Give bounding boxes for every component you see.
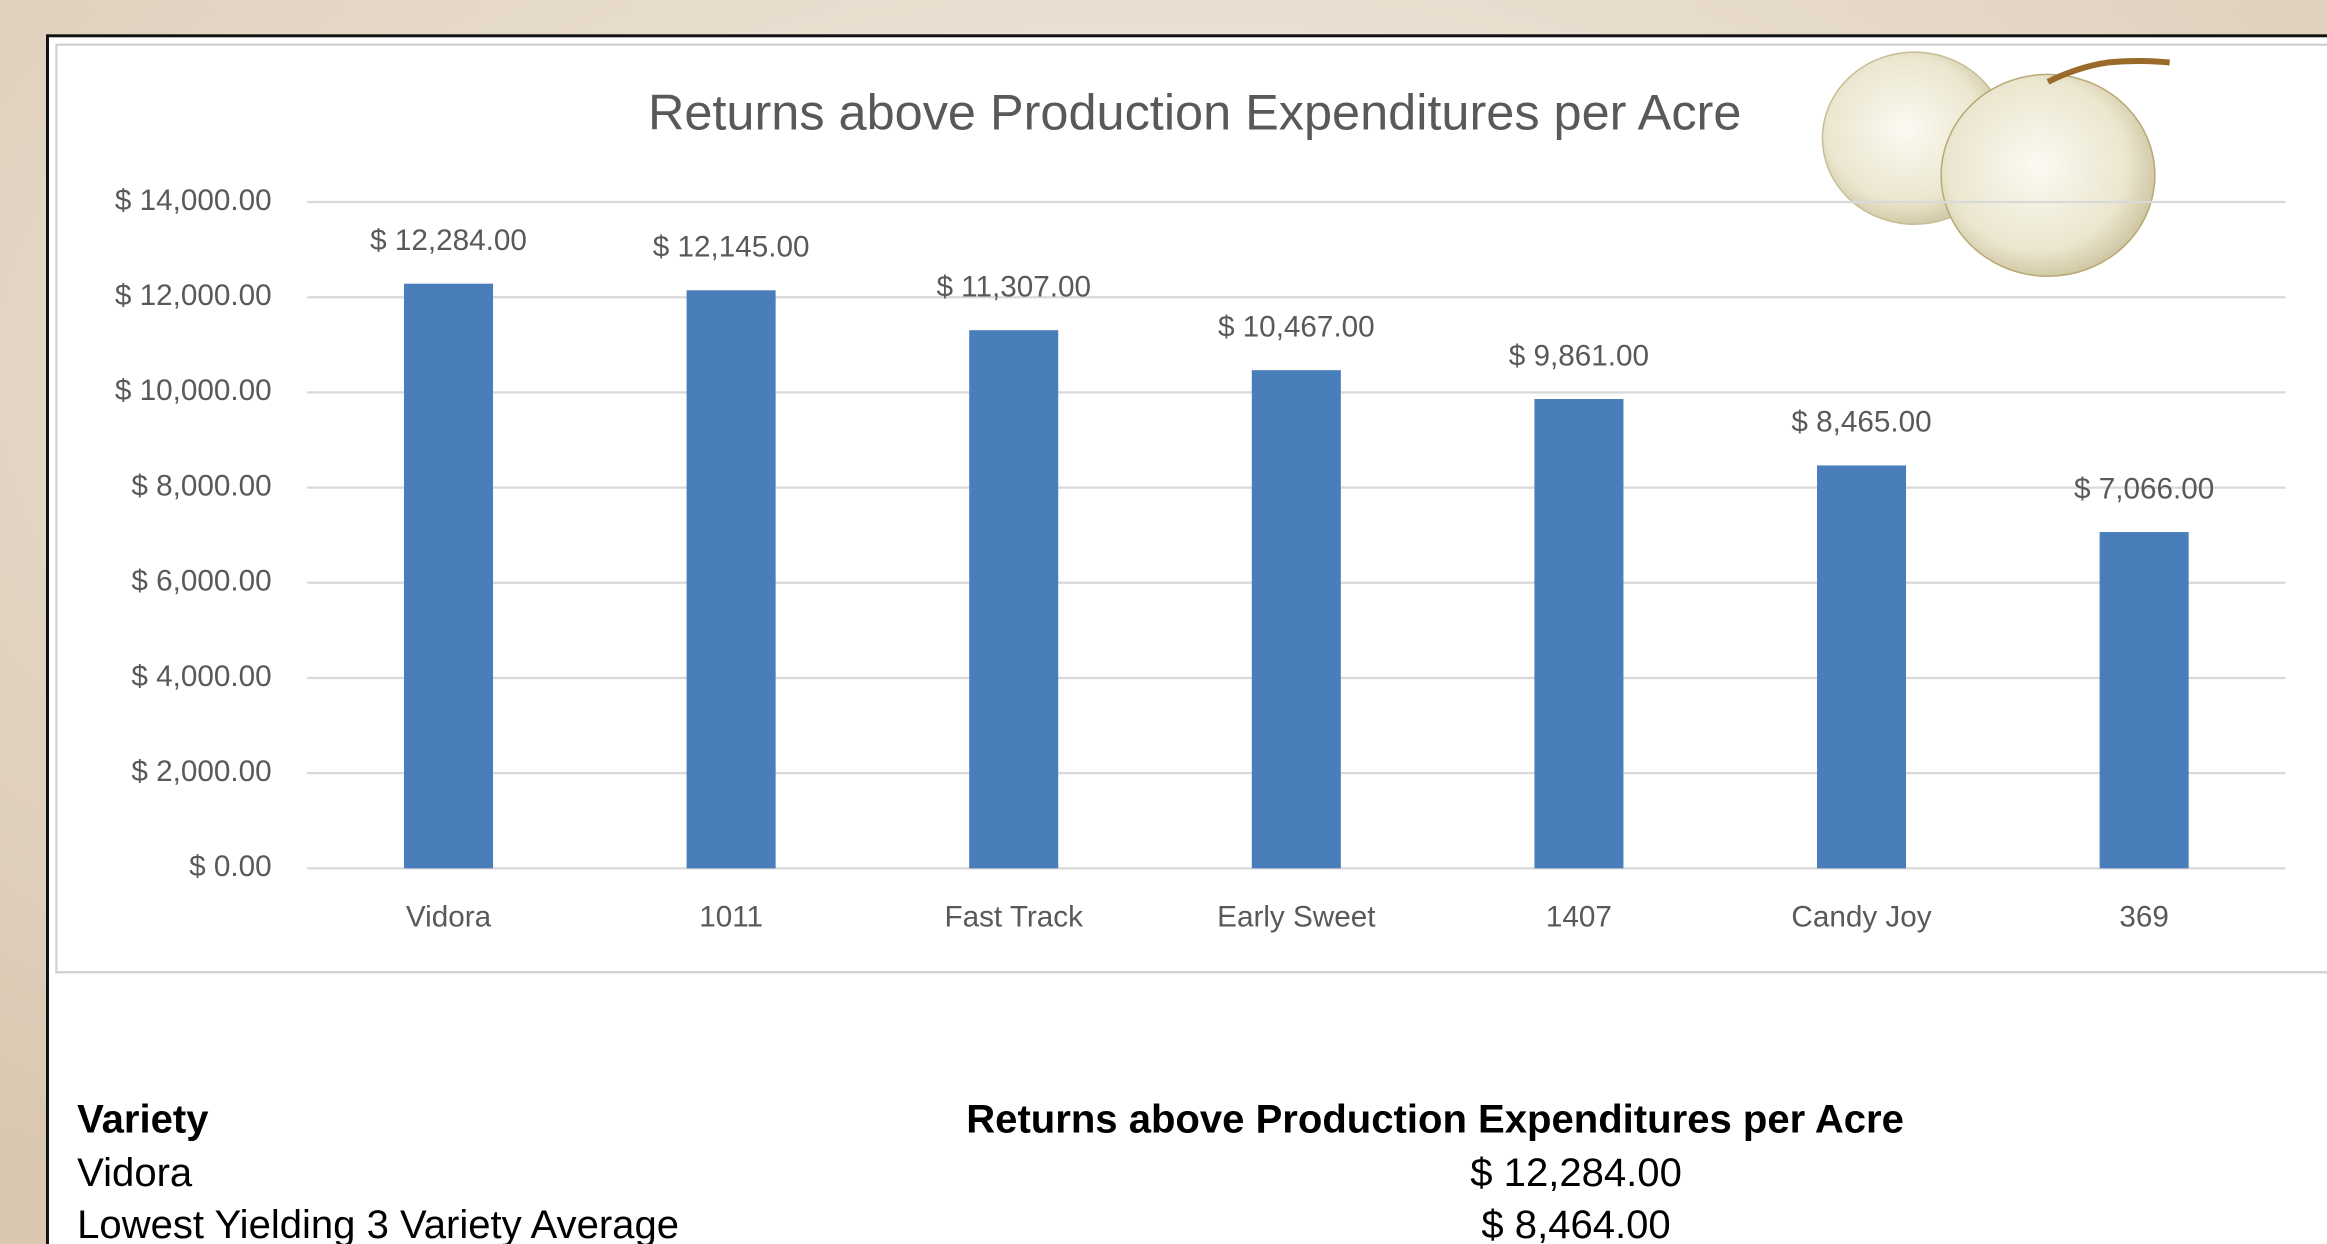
bar bbox=[969, 330, 1058, 868]
data-label: $ 7,066.00 bbox=[2074, 472, 2214, 505]
data-label: $ 8,465.00 bbox=[1791, 406, 1931, 439]
bar bbox=[404, 284, 493, 869]
bar bbox=[687, 290, 776, 868]
y-tick-label: $ 6,000.00 bbox=[131, 565, 271, 598]
data-label: $ 12,145.00 bbox=[653, 231, 810, 264]
bar bbox=[1252, 370, 1341, 868]
y-tick-label: $ 0.00 bbox=[189, 850, 272, 883]
chart-title: Returns above Production Expenditures pe… bbox=[648, 83, 1741, 140]
x-tick-label: 1407 bbox=[1546, 901, 1612, 934]
data-label: $ 12,284.00 bbox=[370, 224, 527, 257]
x-tick-label: 369 bbox=[2119, 901, 2169, 934]
y-tick-label: $ 12,000.00 bbox=[115, 279, 272, 312]
y-tick-label: $ 10,000.00 bbox=[115, 374, 272, 407]
bar bbox=[1817, 465, 1906, 868]
data-label: $ 9,861.00 bbox=[1509, 339, 1649, 372]
table-cell: Lowest Yielding 3 Variety Average bbox=[77, 1203, 679, 1244]
x-tick-label: Early Sweet bbox=[1217, 901, 1376, 934]
x-tick-label: 1011 bbox=[699, 901, 763, 934]
y-tick-label: $ 8,000.00 bbox=[131, 469, 271, 502]
screenshot: Returns above Production Expenditures pe… bbox=[0, 0, 2327, 1244]
table-cell: $ 8,464.00 bbox=[1481, 1203, 1670, 1244]
x-tick-label: Fast Track bbox=[944, 901, 1083, 934]
x-tick-label: Vidora bbox=[406, 901, 492, 934]
y-tick-label: $ 2,000.00 bbox=[131, 755, 271, 788]
table-cell: $ 12,284.00 bbox=[1470, 1151, 1682, 1195]
page: {"chart_data": {"type": "bar", "title": … bbox=[0, 0, 2327, 1244]
onion-half bbox=[1941, 74, 2155, 276]
table-header: Variety bbox=[77, 1098, 209, 1142]
bar bbox=[1534, 399, 1623, 868]
y-tick-label: $ 4,000.00 bbox=[131, 660, 271, 693]
y-tick-label: $ 14,000.00 bbox=[115, 184, 272, 217]
data-label: $ 11,307.00 bbox=[936, 270, 1091, 303]
data-label: $ 10,467.00 bbox=[1218, 310, 1375, 343]
bar bbox=[2100, 532, 2189, 868]
table-cell: Vidora bbox=[77, 1151, 193, 1195]
x-tick-label: Candy Joy bbox=[1791, 901, 1931, 934]
table-header: Returns above Production Expenditures pe… bbox=[966, 1098, 1904, 1142]
